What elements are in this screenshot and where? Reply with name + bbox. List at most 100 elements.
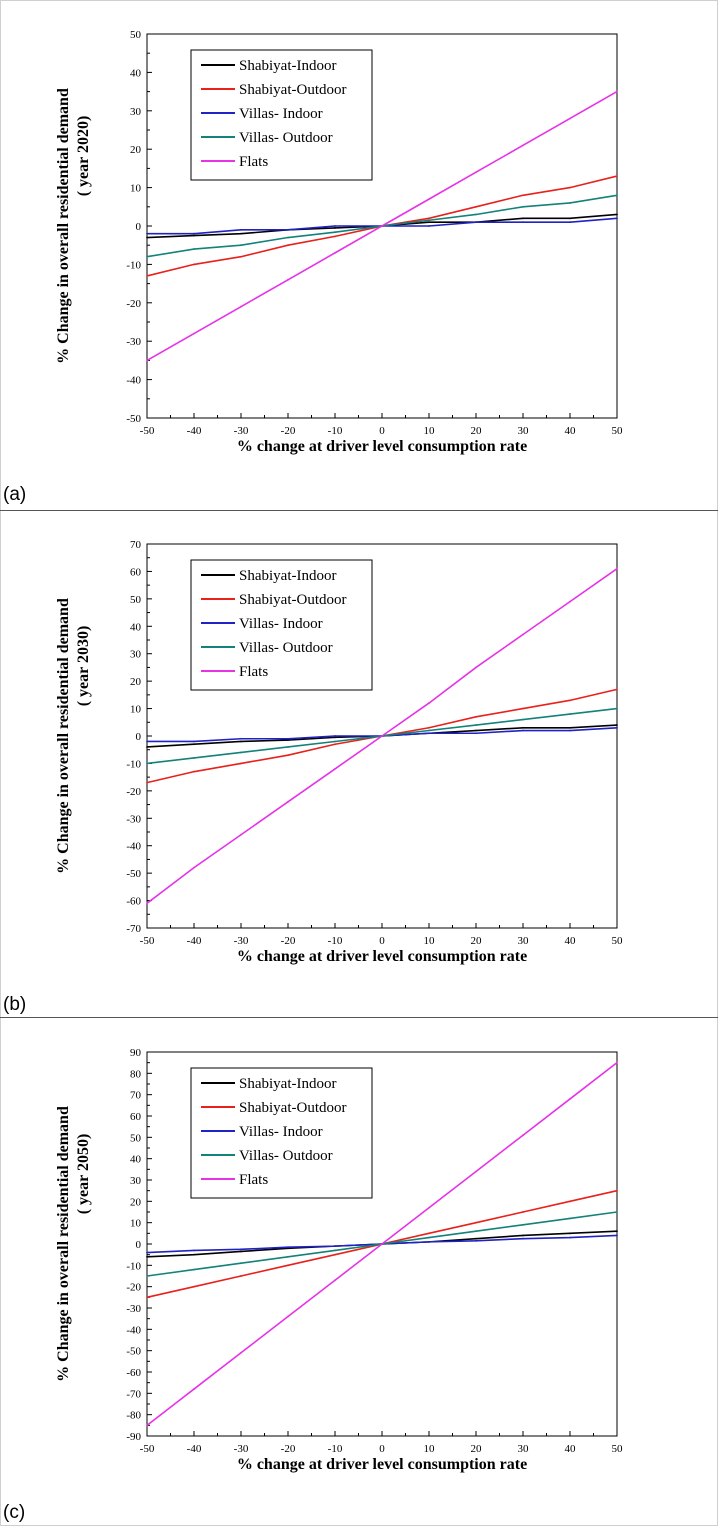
- data-point-shabiyat-indoor: [287, 739, 289, 742]
- data-point-shabiyat-indoor: [428, 221, 430, 224]
- data-point-shabiyat-indoor: [616, 724, 618, 726]
- data-point-flats: [381, 735, 383, 737]
- data-point-flats: [240, 833, 242, 836]
- legend-label: Shabiyat-Indoor: [239, 58, 336, 74]
- data-point-villas-outdoor: [334, 740, 336, 743]
- y-tick-label: -50: [126, 413, 141, 425]
- data-point-flats: [193, 332, 195, 335]
- x-tick-label: -40: [187, 1443, 202, 1455]
- data-point-flats: [334, 768, 336, 770]
- panel-label: (b): [3, 994, 26, 1015]
- x-tick-label: -20: [281, 935, 296, 947]
- data-point-villas-outdoor: [616, 1211, 618, 1213]
- data-point-shabiyat-indoor: [475, 729, 477, 732]
- data-point-shabiyat-indoor: [569, 217, 571, 220]
- data-point-villas-indoor: [240, 1248, 242, 1251]
- y-tick-label: 30: [130, 1175, 142, 1187]
- data-point-shabiyat-outdoor: [475, 715, 477, 718]
- data-point-flats: [287, 800, 289, 803]
- data-point-villas-indoor: [193, 1249, 195, 1252]
- data-point-villas-outdoor: [287, 1255, 289, 1258]
- y-tick-label: -50: [126, 1346, 141, 1358]
- data-point-flats: [240, 305, 242, 308]
- data-point-flats: [334, 1279, 336, 1282]
- x-tick-label: -40: [187, 935, 202, 947]
- y-tick-label: 50: [130, 1132, 142, 1144]
- data-point-shabiyat-outdoor: [616, 688, 618, 691]
- data-point-villas-outdoor: [146, 255, 148, 258]
- data-point-shabiyat-outdoor: [428, 217, 430, 220]
- data-point-villas-indoor: [616, 217, 618, 220]
- y-tick-label: 0: [136, 731, 142, 743]
- y-tick-label: -30: [126, 336, 141, 348]
- data-point-flats: [475, 1170, 477, 1173]
- x-tick-label: -10: [328, 425, 343, 437]
- x-axis-title: % change at driver level consumption rat…: [237, 1456, 527, 1473]
- data-point-villas-outdoor: [569, 202, 571, 204]
- legend-box: [190, 49, 373, 181]
- legend-label: Shabiyat-Outdoor: [239, 1100, 346, 1116]
- data-point-villas-outdoor: [146, 1275, 148, 1277]
- y-tick-label: 30: [130, 106, 142, 118]
- data-point-shabiyat-indoor: [146, 236, 148, 239]
- data-point-villas-indoor: [569, 729, 571, 732]
- y-tick-label: 20: [130, 1196, 142, 1208]
- x-tick-label: -20: [281, 1443, 296, 1455]
- data-point-shabiyat-outdoor: [334, 743, 336, 746]
- y-axis-subtitle: ( year 2020): [75, 116, 92, 197]
- y-tick-label: 20: [130, 144, 142, 156]
- data-point-flats: [616, 1061, 618, 1064]
- x-tick-label: 0: [379, 1443, 385, 1455]
- data-point-villas-outdoor: [146, 762, 148, 765]
- data-point-flats: [569, 600, 571, 603]
- data-point-shabiyat-outdoor: [522, 194, 524, 197]
- x-tick-label: 20: [471, 425, 483, 437]
- y-tick-label: -20: [126, 1282, 141, 1294]
- y-tick-label: -40: [126, 375, 141, 387]
- x-tick-label: 30: [518, 425, 530, 437]
- legend-label: Shabiyat-Outdoor: [239, 82, 346, 98]
- y-tick-label: -20: [126, 786, 141, 798]
- data-point-shabiyat-indoor: [240, 1250, 242, 1253]
- data-point-villas-indoor: [616, 1234, 618, 1237]
- data-point-villas-indoor: [334, 1245, 336, 1248]
- y-tick-label: 0: [136, 221, 142, 233]
- x-tick-label: 0: [379, 935, 385, 947]
- data-point-villas-indoor: [475, 221, 477, 224]
- data-point-shabiyat-indoor: [240, 232, 242, 235]
- data-point-villas-outdoor: [193, 248, 195, 250]
- data-point-flats: [569, 117, 571, 120]
- data-point-villas-indoor: [475, 732, 477, 735]
- x-tick-label: -10: [328, 1443, 343, 1455]
- data-point-shabiyat-outdoor: [522, 1211, 524, 1213]
- y-tick-label: 90: [130, 1047, 142, 1059]
- data-point-villas-indoor: [146, 1251, 148, 1254]
- data-point-flats: [287, 1315, 289, 1318]
- x-tick-label: 50: [612, 425, 624, 437]
- data-point-shabiyat-outdoor: [475, 205, 477, 208]
- x-tick-label: -50: [140, 425, 155, 437]
- y-axis-subtitle: ( year 2030): [75, 626, 92, 707]
- data-point-villas-outdoor: [428, 1236, 430, 1239]
- data-point-villas-outdoor: [240, 1262, 242, 1265]
- data-point-villas-outdoor: [428, 219, 430, 222]
- x-tick-label: -30: [234, 935, 249, 947]
- x-tick-label: -10: [328, 935, 343, 947]
- chart-panel-c: -90 -80 -70 -60 -50 -40 -30 -20 -10 0 10 20 30 40 50 60…: [3, 1047, 623, 1523]
- data-point-villas-outdoor: [569, 1217, 571, 1220]
- chart-panel-a: -50 -40 -30 -20 -10 0 10 20 30 40 50 -50 -40 -30 -20 -1…: [3, 29, 624, 505]
- data-point-shabiyat-indoor: [240, 740, 242, 743]
- data-point-shabiyat-indoor: [193, 234, 195, 237]
- data-point-flats: [193, 866, 195, 869]
- data-point-villas-indoor: [240, 737, 242, 740]
- legend-label: Villas- Indoor: [239, 106, 323, 122]
- y-axis-subtitle: ( year 2050): [75, 1134, 92, 1215]
- y-tick-label: 10: [130, 704, 142, 716]
- data-point-villas-indoor: [287, 737, 289, 740]
- y-tick-label: -40: [126, 1324, 141, 1336]
- data-point-villas-indoor: [616, 726, 618, 729]
- data-point-shabiyat-outdoor: [240, 762, 242, 765]
- data-point-flats: [428, 1206, 430, 1209]
- data-point-flats: [522, 633, 524, 636]
- x-tick-label: 40: [565, 1443, 577, 1455]
